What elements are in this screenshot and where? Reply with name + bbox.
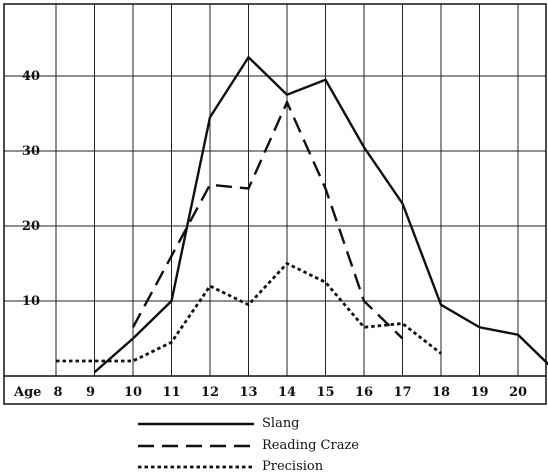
y-tick-label-20: 20 xyxy=(22,219,40,234)
y-tick-labels: 10 20 30 40 xyxy=(22,69,40,309)
x-tick-label-11: 11 xyxy=(162,385,180,400)
y-tick-label-30: 30 xyxy=(22,144,40,159)
x-tick-label-10: 10 xyxy=(124,385,142,400)
series-line-reading-craze xyxy=(131,99,404,340)
legend-label-reading-craze: Reading Craze xyxy=(262,438,359,453)
legend-label-precision: Precision xyxy=(262,459,324,474)
x-tick-label-13: 13 xyxy=(239,385,257,400)
y-tick-label-40: 40 xyxy=(22,69,40,84)
grid-lines xyxy=(4,4,546,376)
x-axis-label: Age xyxy=(13,385,41,400)
x-tick-labels: Age 8 9 10 11 12 13 14 15 16 17 18 19 20 xyxy=(13,385,527,400)
x-tick-label-16: 16 xyxy=(355,385,373,400)
x-tick-label-14: 14 xyxy=(278,385,296,400)
series-lines xyxy=(56,55,548,374)
x-tick-label-15: 15 xyxy=(316,385,334,400)
x-tick-label-18: 18 xyxy=(432,385,450,400)
series-line-precision xyxy=(56,261,442,363)
y-tick-label-10: 10 xyxy=(22,294,40,309)
x-tick-label-12: 12 xyxy=(201,385,219,400)
x-tick-label-19: 19 xyxy=(470,385,488,400)
x-tick-label-17: 17 xyxy=(393,385,411,400)
legend: Slang Reading Craze Precision xyxy=(138,416,359,474)
plot-frame xyxy=(3,3,547,405)
x-tick-label-20: 20 xyxy=(509,385,527,400)
x-tick-label-9: 9 xyxy=(86,385,95,400)
legend-label-slang: Slang xyxy=(262,416,300,431)
series-line-slang xyxy=(93,55,548,374)
x-tick-label-8: 8 xyxy=(53,385,62,400)
